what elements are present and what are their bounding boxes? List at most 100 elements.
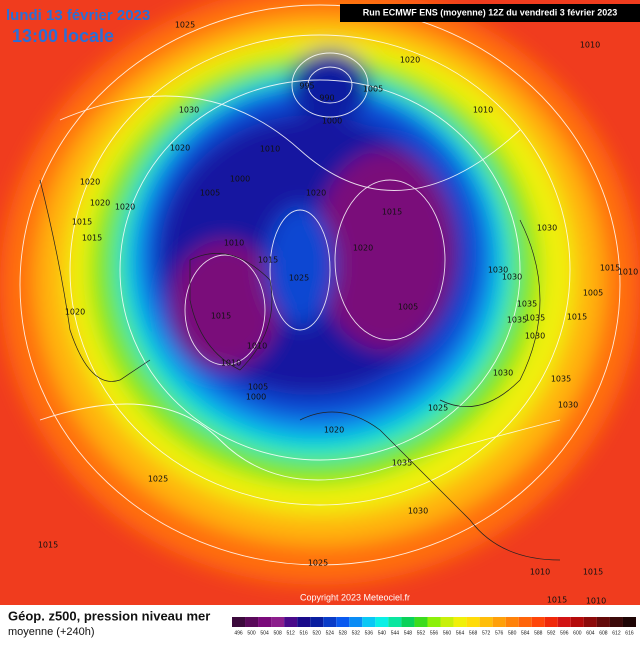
colorbar-cell <box>596 617 610 627</box>
footer-title: Géop. z500, pression niveau mer <box>8 608 210 623</box>
isobar-label: 1035 <box>507 316 527 325</box>
isobar-label: 1010 <box>473 106 493 115</box>
colorbar-label: 520 <box>313 630 322 636</box>
ridge <box>265 205 335 325</box>
isobar-label: 1025 <box>308 559 328 568</box>
colorbar-label: 576 <box>495 630 504 636</box>
colorbar-cell <box>479 617 493 627</box>
isobar-label: 1025 <box>289 274 309 283</box>
isobar-label: 1005 <box>398 303 418 312</box>
colorbar-label: 552 <box>417 630 426 636</box>
isobar-label: 1030 <box>179 106 199 115</box>
isobar-label: 1005 <box>248 383 268 392</box>
colorbar-cell <box>518 617 532 627</box>
isobar-label: 1015 <box>38 541 58 550</box>
isobar-label: 1035 <box>551 375 571 384</box>
isobar-label: 1000 <box>230 175 250 184</box>
isobar-label: 1030 <box>488 266 508 275</box>
colorbar-cell <box>622 617 636 627</box>
colorbar-label: 540 <box>378 630 387 636</box>
colorbar-label: 600 <box>573 630 582 636</box>
colorbar-cell <box>284 617 298 627</box>
colorbar-label: 564 <box>456 630 465 636</box>
isobar-label: 1020 <box>65 308 85 317</box>
isobar-label: 1015 <box>258 256 278 265</box>
isobar-label: 1000 <box>322 117 342 126</box>
low <box>290 50 370 120</box>
colorbar-label: 588 <box>534 630 543 636</box>
colorbar-label: 504 <box>260 630 269 636</box>
colorbar-label: 536 <box>365 630 374 636</box>
colorbar-cell <box>258 617 272 627</box>
isobar-label: 1010 <box>247 342 267 351</box>
isobar-label: 1015 <box>600 264 620 273</box>
isobar-label: 1025 <box>428 404 448 413</box>
colorbar-cell <box>609 617 623 627</box>
colorbar-label: 532 <box>352 630 361 636</box>
colorbar-label: 572 <box>482 630 491 636</box>
colorbar-cell <box>297 617 311 627</box>
isobar-label: 1020 <box>170 144 190 153</box>
colorbar-cell <box>271 617 285 627</box>
colorbar-label: 508 <box>273 630 282 636</box>
isobar-label: 1015 <box>547 596 567 605</box>
z500-field <box>0 0 640 605</box>
isobar-label: 1035 <box>392 459 412 468</box>
colorbar-cell <box>232 617 246 627</box>
isobar-label: 1005 <box>200 189 220 198</box>
colorbar-cell <box>245 617 259 627</box>
isobar-label: 1010 <box>530 568 550 577</box>
colorbar-cell <box>440 617 454 627</box>
colorbar-cell <box>531 617 545 627</box>
isobar-label: 1015 <box>382 208 402 217</box>
isobar-label: 1015 <box>567 313 587 322</box>
colorbar-label: 496 <box>234 630 243 636</box>
colorbar-label: 512 <box>286 630 295 636</box>
isobar-label: 1010 <box>221 359 241 368</box>
isobar-label: 1020 <box>90 199 110 208</box>
copyright: Copyright 2023 Meteociel.fr <box>300 592 410 602</box>
colorbar-label: 592 <box>547 630 556 636</box>
isobar-label: 1010 <box>260 145 280 154</box>
footer-subtitle: moyenne (+240h) <box>8 626 95 638</box>
isobars <box>19 4 621 566</box>
isobar-label: 1010 <box>586 597 606 606</box>
isobar-label: 1025 <box>148 475 168 484</box>
isobar-label: 1005 <box>363 85 383 94</box>
isobar-label: 1035 <box>525 314 545 323</box>
colorbar-cell <box>375 617 389 627</box>
isobar-label: 1020 <box>115 203 135 212</box>
isobar-label: 1015 <box>82 234 102 243</box>
colorbar-label: 548 <box>404 630 413 636</box>
colorbar-cell <box>310 617 324 627</box>
colorbar-cell <box>336 617 350 627</box>
run: Run ECMWF ENS (moyenne) 12Z du vendredi … <box>363 7 618 17</box>
colorbar-label: 544 <box>391 630 400 636</box>
colorbar-cell <box>466 617 480 627</box>
colorbar-label: 560 <box>443 630 452 636</box>
isobar-label: 1010 <box>224 239 244 248</box>
isobar-label: 1035 <box>517 300 537 309</box>
isobar-label: 1020 <box>400 56 420 65</box>
isobar-label: 1030 <box>558 401 578 410</box>
isobar-label: 1015 <box>583 568 603 577</box>
isobar-label: 990 <box>319 94 334 103</box>
colorbar: 496 500 504 508 512 516 520 524 528 532 536 540 544 5… <box>232 617 636 636</box>
isobar-label: 1030 <box>408 507 428 516</box>
isobar-label: 1030 <box>537 224 557 233</box>
isobar-label: 995 <box>299 82 314 91</box>
colorbar-cell <box>388 617 402 627</box>
colorbar-label: 604 <box>586 630 595 636</box>
isobar-label: 1025 <box>175 21 195 30</box>
isobar-label: 1000 <box>246 393 266 402</box>
isobar-label: 1015 <box>211 312 231 321</box>
colorbar-label: 528 <box>339 630 348 636</box>
date: lundi 13 février 2023 <box>6 7 150 24</box>
isobar-label: 1005 <box>583 289 603 298</box>
time: 13:00 locale <box>12 26 114 46</box>
colorbar-cell <box>323 617 337 627</box>
isobar-label: 1020 <box>80 178 100 187</box>
isobar-label: 1020 <box>353 244 373 253</box>
